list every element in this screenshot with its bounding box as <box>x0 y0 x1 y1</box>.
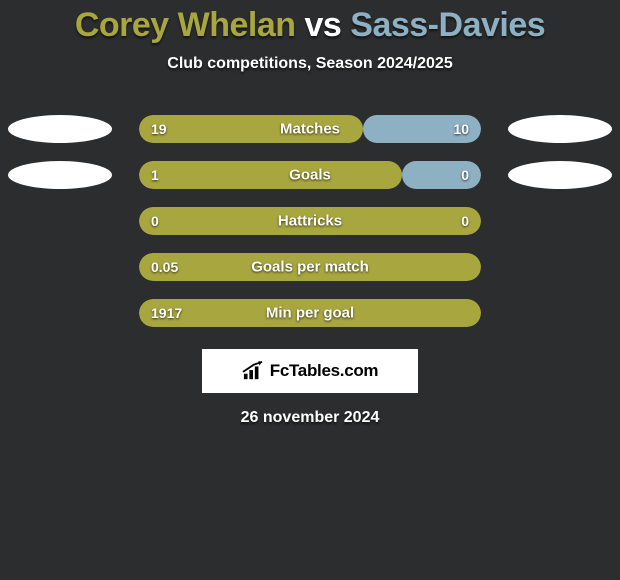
stat-row: Goals 1 0 <box>0 161 620 189</box>
bar-track: Matches 19 10 <box>139 115 481 143</box>
stat-row: Hattricks 0 0 <box>0 207 620 235</box>
stat-row: Min per goal 1917 <box>0 299 620 327</box>
stat-value-right: 0 <box>461 167 469 183</box>
stat-label: Goals <box>289 167 331 184</box>
stat-value-right: 10 <box>453 121 469 137</box>
stat-label: Hattricks <box>278 213 342 230</box>
team-marker-right <box>508 115 612 143</box>
stat-value-left: 0.05 <box>151 259 178 275</box>
player2-name: Sass-Davies <box>350 6 545 44</box>
bar-track: Goals per match 0.05 <box>139 253 481 281</box>
subtitle: Club competitions, Season 2024/2025 <box>167 55 452 73</box>
stat-label: Goals per match <box>251 259 369 276</box>
bar-track: Min per goal 1917 <box>139 299 481 327</box>
stat-row: Matches 19 10 <box>0 115 620 143</box>
brand-text: FcTables.com <box>270 361 379 381</box>
bar-track: Goals 1 0 <box>139 161 481 189</box>
brand-box: FcTables.com <box>202 349 418 393</box>
player1-name: Corey Whelan <box>75 6 296 44</box>
infographic: Corey Whelan vs Sass-Davies Club competi… <box>0 0 620 580</box>
stat-value-left: 1 <box>151 167 159 183</box>
bar-fill-left <box>139 161 402 189</box>
bar-chart-icon <box>242 361 264 381</box>
date-text: 26 november 2024 <box>241 409 380 427</box>
stat-value-right: 0 <box>461 213 469 229</box>
vs-text: vs <box>305 6 342 44</box>
stat-label: Min per goal <box>266 305 354 322</box>
team-marker-left <box>8 161 112 189</box>
bar-track: Hattricks 0 0 <box>139 207 481 235</box>
stat-value-left: 1917 <box>151 305 182 321</box>
team-marker-right <box>508 161 612 189</box>
stat-label: Matches <box>280 121 340 138</box>
stat-value-left: 19 <box>151 121 167 137</box>
team-marker-left <box>8 115 112 143</box>
stats-rows: Matches1910Goals10Hattricks00Goals per m… <box>0 115 620 327</box>
stat-row: Goals per match 0.05 <box>0 253 620 281</box>
stat-value-left: 0 <box>151 213 159 229</box>
page-title: Corey Whelan vs Sass-Davies <box>75 6 545 45</box>
